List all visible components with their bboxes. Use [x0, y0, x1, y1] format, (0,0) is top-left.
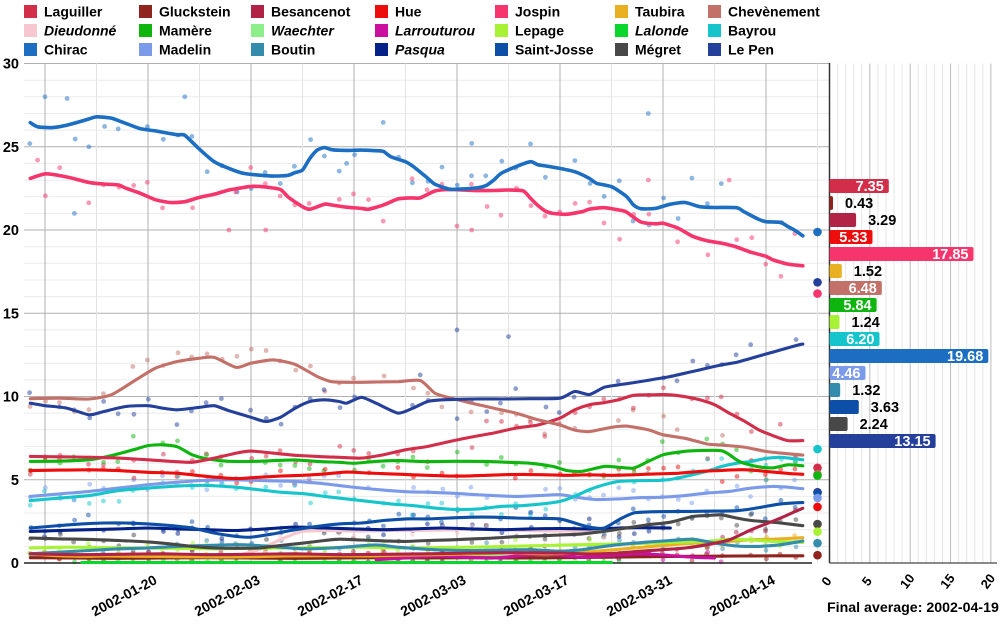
- svg-text:25: 25: [3, 140, 19, 156]
- svg-text:5.33: 5.33: [839, 230, 867, 246]
- svg-text:Chevènement: Chevènement: [728, 4, 820, 20]
- svg-text:Final average: 2002-04-19: Final average: 2002-04-19: [827, 600, 999, 616]
- svg-text:Bayrou: Bayrou: [728, 23, 776, 39]
- svg-text:Taubira: Taubira: [635, 4, 685, 20]
- svg-text:5.84: 5.84: [843, 298, 871, 314]
- svg-text:Dieudonné: Dieudonné: [44, 23, 117, 39]
- svg-text:1.24: 1.24: [852, 315, 880, 331]
- svg-text:Larrouturou: Larrouturou: [395, 23, 476, 39]
- svg-text:Waechter: Waechter: [271, 23, 335, 39]
- svg-text:1.32: 1.32: [852, 383, 880, 399]
- svg-text:3.29: 3.29: [868, 213, 896, 229]
- svg-text:Le Pen: Le Pen: [728, 42, 774, 58]
- svg-text:7.35: 7.35: [856, 179, 884, 195]
- svg-text:Chirac: Chirac: [44, 42, 88, 58]
- svg-text:Hue: Hue: [395, 4, 422, 20]
- svg-text:2.24: 2.24: [860, 417, 888, 433]
- svg-text:Saint-Josse: Saint-Josse: [515, 42, 594, 58]
- svg-text:0.43: 0.43: [845, 196, 873, 212]
- svg-text:Jospin: Jospin: [515, 4, 560, 20]
- svg-text:15: 15: [3, 306, 19, 322]
- svg-text:Boutin: Boutin: [271, 42, 315, 58]
- svg-text:4.46: 4.46: [832, 366, 860, 382]
- svg-text:20: 20: [3, 223, 19, 239]
- svg-text:Pasqua: Pasqua: [395, 42, 445, 58]
- svg-text:10: 10: [3, 390, 19, 406]
- svg-text:Gluckstein: Gluckstein: [159, 4, 231, 20]
- svg-text:17.85: 17.85: [932, 247, 968, 263]
- svg-text:Lepage: Lepage: [515, 23, 564, 39]
- svg-text:6.20: 6.20: [846, 332, 874, 348]
- svg-text:19.68: 19.68: [947, 349, 983, 365]
- svg-text:3.63: 3.63: [871, 400, 899, 416]
- svg-text:Mamère: Mamère: [159, 23, 212, 39]
- svg-text:Mégret: Mégret: [635, 42, 681, 58]
- svg-text:1.52: 1.52: [854, 264, 882, 280]
- svg-text:0: 0: [11, 556, 19, 572]
- svg-text:Besancenot: Besancenot: [271, 4, 351, 20]
- svg-text:Laguiller: Laguiller: [44, 4, 103, 20]
- svg-text:30: 30: [3, 57, 19, 73]
- svg-text:Madelin: Madelin: [159, 42, 211, 58]
- svg-text:13.15: 13.15: [894, 434, 930, 450]
- svg-text:6.48: 6.48: [849, 281, 877, 297]
- svg-text:Lalonde: Lalonde: [635, 23, 689, 39]
- svg-text:5: 5: [11, 473, 19, 489]
